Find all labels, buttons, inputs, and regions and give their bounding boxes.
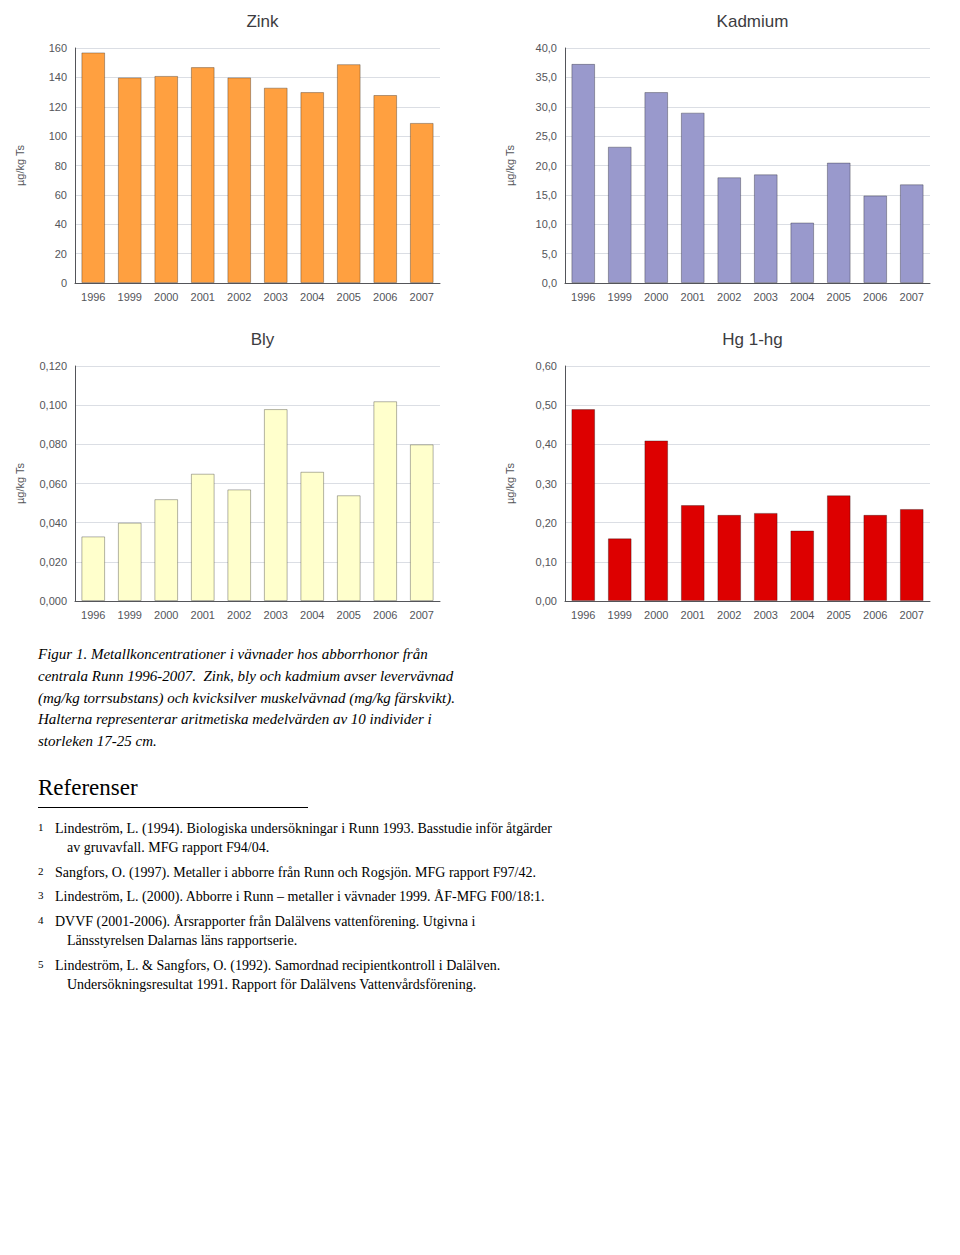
html-text:2: 2 — [38, 864, 44, 877]
svg-text:2007: 2007 — [410, 291, 434, 303]
svg-text:0,040: 0,040 — [39, 517, 67, 529]
html-text:av gruvavfall. MFG rapport F94: av gruvavfall. MFG rapport F94/04. — [67, 839, 270, 855]
html-text:storleken 17-25 cm.: storleken 17-25 cm. — [38, 733, 157, 749]
svg-text:2000: 2000 — [644, 291, 668, 303]
svg-text:35,0: 35,0 — [536, 71, 557, 83]
svg-text:2007: 2007 — [900, 609, 924, 621]
svg-text:2003: 2003 — [264, 291, 288, 303]
svg-text:2000: 2000 — [644, 609, 668, 621]
svg-text:µg/kg Ts: µg/kg Ts — [504, 463, 516, 504]
html-text:(mg/kg torrsubstans) och kvick: (mg/kg torrsubstans) och kvicksilver mus… — [38, 689, 455, 706]
svg-text:0: 0 — [61, 277, 67, 289]
svg-text:30,0: 30,0 — [536, 101, 557, 113]
svg-text:µg/kg Ts: µg/kg Ts — [504, 145, 516, 186]
svg-text:2001: 2001 — [191, 291, 215, 303]
svg-text:1996: 1996 — [81, 291, 105, 303]
svg-text:20: 20 — [55, 248, 67, 260]
html-text:Sangfors, O. (1997). Metaller: Sangfors, O. (1997). Metaller i abborre … — [55, 864, 536, 880]
html-text:Figur 1. Metallkoncentrationer: Figur 1. Metallkoncentrationer i vävnade… — [38, 646, 428, 662]
svg-text:2002: 2002 — [717, 291, 741, 303]
svg-text:2006: 2006 — [863, 291, 887, 303]
svg-text:2004: 2004 — [300, 291, 324, 303]
html-text:3: 3 — [38, 889, 44, 902]
svg-text:120: 120 — [49, 101, 67, 113]
svg-text:25,0: 25,0 — [536, 130, 557, 142]
svg-text:2001: 2001 — [681, 609, 705, 621]
html-text:Lindeström, L. (1994). Biologi: Lindeström, L. (1994). Biologiska unders… — [55, 820, 552, 836]
html-text:Referenser: Referenser — [38, 774, 138, 800]
svg-text:2005: 2005 — [337, 609, 361, 621]
svg-text:10,0: 10,0 — [536, 218, 557, 230]
html-text:5: 5 — [38, 958, 44, 971]
svg-text:160: 160 — [49, 42, 67, 54]
svg-text:2007: 2007 — [410, 609, 434, 621]
svg-text:0,120: 0,120 — [39, 360, 67, 372]
svg-text:Kadmium: Kadmium — [717, 12, 789, 31]
html-text:1: 1 — [38, 820, 44, 833]
svg-text:100: 100 — [49, 130, 67, 142]
svg-text:0,060: 0,060 — [39, 478, 67, 490]
html-text:Lindeström, L. (2000). Abborre: Lindeström, L. (2000). Abborre i Runn – … — [55, 889, 545, 905]
svg-text:2003: 2003 — [754, 291, 778, 303]
svg-text:2000: 2000 — [154, 291, 178, 303]
svg-text:40,0: 40,0 — [536, 42, 557, 54]
svg-text:0,0: 0,0 — [542, 277, 557, 289]
svg-text:0,20: 0,20 — [536, 517, 557, 529]
svg-text:60: 60 — [55, 189, 67, 201]
svg-text:0,50: 0,50 — [536, 399, 557, 411]
svg-text:2003: 2003 — [264, 609, 288, 621]
html-text:Halterna representerar aritmet: Halterna representerar aritmetiska medel… — [38, 711, 432, 728]
svg-text:1999: 1999 — [118, 609, 142, 621]
html-text:DVVF (2001-2006). Årsrapporter: DVVF (2001-2006). Årsrapporter från Dalä… — [55, 914, 476, 930]
svg-text:2006: 2006 — [373, 291, 397, 303]
svg-text:40: 40 — [55, 218, 67, 230]
svg-text:5,0: 5,0 — [542, 248, 557, 260]
svg-text:2005: 2005 — [827, 609, 851, 621]
svg-text:1999: 1999 — [118, 291, 142, 303]
svg-text:2001: 2001 — [681, 291, 705, 303]
svg-text:0,40: 0,40 — [536, 438, 557, 450]
svg-text:0,00: 0,00 — [536, 595, 557, 607]
svg-text:15,0: 15,0 — [536, 189, 557, 201]
svg-text:1996: 1996 — [571, 291, 595, 303]
svg-text:2002: 2002 — [227, 291, 251, 303]
svg-text:0,080: 0,080 — [39, 438, 67, 450]
svg-text:Zink: Zink — [246, 12, 279, 31]
svg-text:µg/kg Ts: µg/kg Ts — [14, 145, 26, 186]
svg-text:µg/kg Ts: µg/kg Ts — [14, 463, 26, 504]
svg-text:2003: 2003 — [754, 609, 778, 621]
svg-text:2004: 2004 — [300, 609, 324, 621]
svg-text:1996: 1996 — [571, 609, 595, 621]
svg-text:2005: 2005 — [337, 291, 361, 303]
svg-text:2000: 2000 — [154, 609, 178, 621]
svg-text:Bly: Bly — [251, 330, 275, 349]
svg-text:0,10: 0,10 — [536, 556, 557, 568]
svg-text:2004: 2004 — [790, 291, 814, 303]
svg-text:2005: 2005 — [827, 291, 851, 303]
html-text:Undersökningsresultat 1991. Ra: Undersökningsresultat 1991. Rapport för … — [67, 977, 477, 992]
svg-text:0,000: 0,000 — [39, 595, 67, 607]
svg-text:0,30: 0,30 — [536, 478, 557, 490]
html-text:centrala Runn 1996-2007. Zink,: centrala Runn 1996-2007. Zink, bly och k… — [38, 667, 454, 684]
svg-text:20,0: 20,0 — [536, 160, 557, 172]
svg-text:1999: 1999 — [608, 609, 632, 621]
svg-text:0,60: 0,60 — [536, 360, 557, 372]
svg-text:0,100: 0,100 — [39, 399, 67, 411]
svg-text:2002: 2002 — [717, 609, 741, 621]
svg-text:1996: 1996 — [81, 609, 105, 621]
svg-text:140: 140 — [49, 71, 67, 83]
html-text:Lindeström, L. & Sangfors, O.: Lindeström, L. & Sangfors, O. (1992). Sa… — [55, 958, 501, 974]
html-text:Länsstyrelsen Dalarnas läns ra: Länsstyrelsen Dalarnas läns rapportserie… — [67, 933, 298, 949]
svg-text:2002: 2002 — [227, 609, 251, 621]
svg-text:0,020: 0,020 — [39, 556, 67, 568]
html-text:4: 4 — [38, 914, 44, 927]
svg-text:80: 80 — [55, 160, 67, 172]
svg-text:Hg 1-hg: Hg 1-hg — [722, 330, 782, 349]
svg-text:2006: 2006 — [373, 609, 397, 621]
svg-text:2007: 2007 — [900, 291, 924, 303]
svg-text:2006: 2006 — [863, 609, 887, 621]
svg-text:1999: 1999 — [608, 291, 632, 303]
svg-text:2004: 2004 — [790, 609, 814, 621]
svg-text:2001: 2001 — [191, 609, 215, 621]
